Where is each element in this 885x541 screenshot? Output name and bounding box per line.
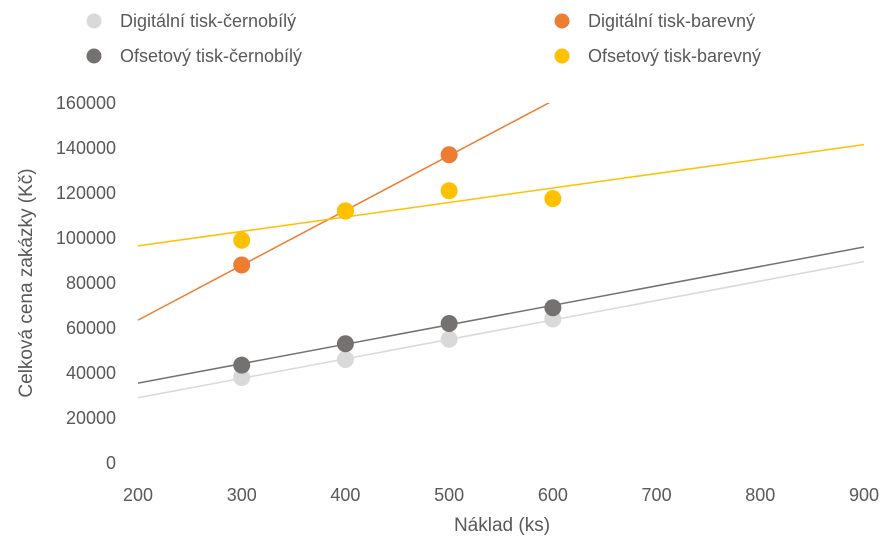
legend-label: Digitální tisk-černobílý [120,11,296,31]
data-point [544,190,562,208]
x-tick-label: 500 [434,485,464,505]
legend-marker [554,48,570,64]
data-point [440,330,458,348]
data-point [440,182,458,200]
legend-marker [86,13,102,29]
y-tick-label: 100000 [56,228,116,248]
data-point [544,299,562,317]
x-axis-title: Náklad (ks) [454,515,550,536]
data-point [336,202,354,220]
y-tick-label: 160000 [56,93,116,113]
x-tick-label: 700 [642,485,672,505]
y-tick-label: 40000 [66,363,116,383]
data-point [233,369,251,386]
trendline [137,246,865,384]
y-tick-label: 20000 [66,408,116,428]
y-tick-label: 140000 [56,138,116,158]
x-tick-label: 800 [745,485,775,505]
data-point [336,335,354,353]
legend: Digitální tisk-černobílý Digitální tisk-b… [86,11,761,66]
y-tick-label: 80000 [66,273,116,293]
trendline [137,260,865,399]
x-tick-label: 200 [123,485,153,505]
x-tick-label: 400 [330,485,360,505]
legend-marker [86,48,102,64]
x-tick-label: 300 [227,485,257,505]
legend-label: Digitální tisk-barevný [588,11,755,31]
y-axis-ticks: 0 20000 40000 60000 80000 100000 120000 140000 1… [56,93,116,473]
trendline [137,143,865,247]
data-points [233,146,562,386]
y-tick-label: 120000 [56,183,116,203]
data-point [336,351,354,368]
data-point [233,356,251,374]
y-axis-title: Celková cena zakázky (Kč) [16,168,37,397]
trendlines [137,103,865,399]
data-point [233,231,251,249]
legend-marker [554,13,570,29]
y-tick-label: 60000 [66,318,116,338]
data-point [440,315,458,332]
x-tick-label: 900 [849,485,879,505]
y-tick-label: 0 [106,453,116,473]
data-point [233,256,251,274]
x-tick-label: 600 [538,485,568,505]
legend-label: Ofsetový tisk-černobílý [120,46,302,66]
legend-label: Ofsetový tisk-barevný [588,46,761,66]
x-axis-ticks: 200 300 400 500 600 700 800 900 [123,485,879,505]
data-point [440,146,458,164]
